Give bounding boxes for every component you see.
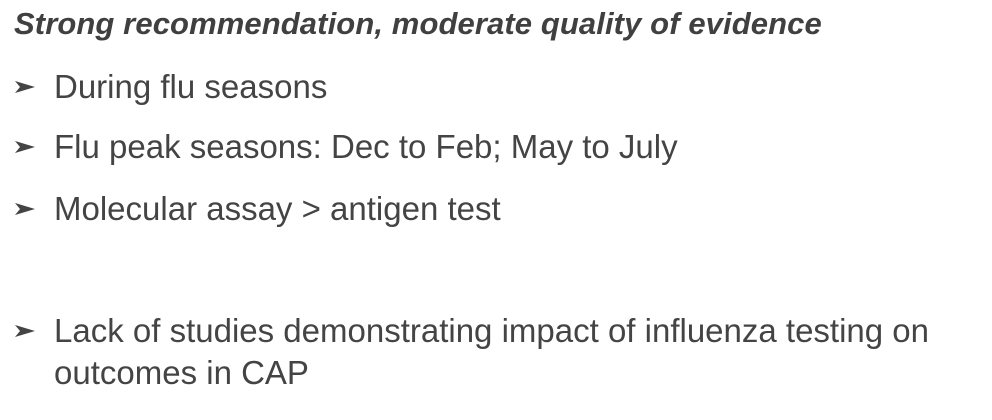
slide-heading: Strong recommendation, moderate quality … xyxy=(14,6,822,41)
bullet-text: During flu seasons xyxy=(54,68,328,105)
bullet-text: Flu peak seasons: Dec to Feb; May to Jul… xyxy=(54,128,678,165)
arrowhead-bullet-icon xyxy=(14,66,54,108)
arrowhead-bullet-icon xyxy=(14,310,54,352)
arrowhead-bullet-icon xyxy=(14,126,54,168)
bullet-item: During flu seasons xyxy=(14,66,327,108)
arrowhead-bullet-icon xyxy=(14,188,54,230)
bullet-item: Molecular assay > antigen test xyxy=(14,188,501,230)
bullet-item: Lack of studies demonstrating impact of … xyxy=(14,310,984,394)
bullet-item: Flu peak seasons: Dec to Feb; May to Jul… xyxy=(14,126,678,168)
bullet-text: Molecular assay > antigen test xyxy=(54,190,501,227)
bullet-text: Lack of studies demonstrating impact of … xyxy=(54,312,929,391)
